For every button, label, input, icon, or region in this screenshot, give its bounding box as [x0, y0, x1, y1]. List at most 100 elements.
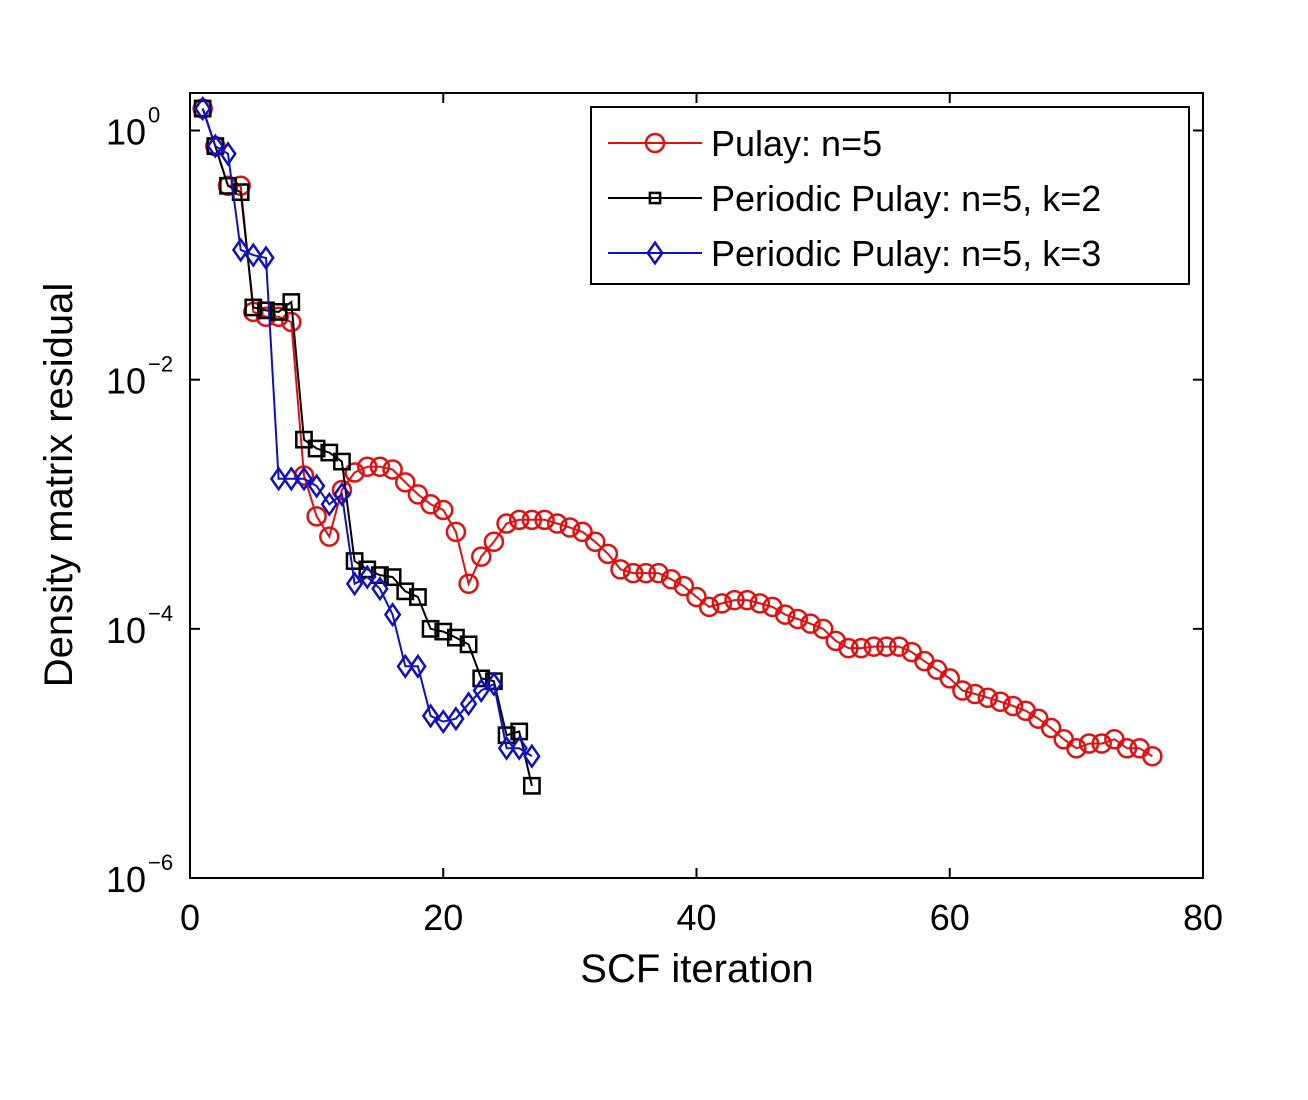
- series-1: [192, 98, 1163, 767]
- series-1-point: [306, 506, 327, 527]
- legend-entry-2: Periodic Pulay: n=5, k=2: [608, 178, 1101, 219]
- series-3: [193, 96, 541, 769]
- series-2-point: [307, 439, 326, 458]
- y-axis-title: Density matrix residual: [37, 283, 81, 688]
- series-2-point: [459, 635, 478, 654]
- series-1-point: [572, 521, 593, 543]
- series-2-point: [396, 582, 415, 601]
- series-1-point: [1078, 733, 1100, 754]
- series-3-point: [421, 703, 440, 729]
- series-3-point: [523, 743, 541, 769]
- series-1-point: [1066, 738, 1087, 759]
- series-1-point: [420, 494, 441, 515]
- series-1-point: [850, 637, 872, 659]
- series-3-point: [358, 564, 376, 590]
- y-tick-label-base: 10: [106, 112, 146, 153]
- y-tick-label-exponent: −6: [148, 850, 173, 875]
- series-3-point: [497, 735, 516, 761]
- series-1-point: [395, 472, 416, 493]
- legend-marker-2: [648, 191, 662, 205]
- series-3-point: [371, 576, 389, 602]
- series-2-point: [320, 443, 339, 462]
- y-tick-label-base: 10: [106, 859, 146, 900]
- series-3-point: [320, 491, 339, 517]
- series-3-point: [269, 466, 288, 492]
- series-3-point: [510, 735, 528, 761]
- x-tick-label: 80: [1183, 897, 1223, 938]
- series-3-point: [257, 245, 275, 271]
- x-tick-label: 0: [180, 897, 200, 938]
- series-1-point: [724, 589, 745, 611]
- series-1-point: [369, 456, 391, 477]
- series-1-point: [698, 596, 720, 618]
- series-2-point: [409, 588, 427, 606]
- series-3-point: [282, 466, 301, 492]
- series-2-point: [269, 302, 288, 321]
- series-2-point: [257, 301, 275, 320]
- series-3-point: [244, 242, 263, 268]
- series-3-point: [231, 237, 250, 263]
- y-tick-label-exponent: −4: [148, 601, 173, 626]
- series-2-point: [472, 669, 491, 688]
- series-2-point: [421, 619, 440, 638]
- series-3-point: [295, 466, 313, 492]
- series-1-point: [483, 531, 505, 553]
- series-1-point: [584, 531, 606, 553]
- series-1-point: [319, 526, 340, 547]
- series-2-point: [244, 298, 263, 317]
- series-1-point: [673, 575, 695, 597]
- series-1-line: [201, 108, 1153, 758]
- series-3-point: [459, 691, 478, 717]
- series-layer: [192, 96, 1163, 795]
- series-3-point: [485, 671, 503, 697]
- series-1-point: [521, 509, 543, 531]
- series-1-point: [217, 175, 239, 197]
- series-1-point: [711, 593, 733, 614]
- series-1-point: [382, 459, 403, 480]
- series-1-point: [686, 586, 707, 608]
- series-1-point: [863, 636, 885, 657]
- series-2-point: [282, 293, 301, 311]
- series-1-point: [281, 311, 302, 333]
- x-tick-label: 20: [423, 897, 463, 938]
- ticks-layer: [189, 93, 1204, 879]
- series-1-point: [470, 546, 492, 567]
- series-1-point: [812, 618, 834, 640]
- series-1-point: [964, 683, 986, 705]
- series-1-point: [1142, 745, 1163, 767]
- series-2-point: [434, 622, 453, 641]
- legend-entry-3: Periodic Pulay: n=5, k=3: [608, 233, 1101, 274]
- legend-label-3: Periodic Pulay: n=5, k=3: [711, 233, 1101, 274]
- series-1-point: [635, 562, 657, 584]
- series-1-point: [838, 637, 859, 659]
- series-1-point: [508, 509, 530, 531]
- series-1-point: [357, 456, 378, 477]
- series-1-point: [749, 593, 771, 614]
- series-3-point: [472, 677, 490, 704]
- series-1-point: [445, 521, 467, 543]
- series-3-point: [333, 481, 351, 507]
- series-2-point: [383, 568, 402, 587]
- series-1-point: [977, 687, 998, 708]
- series-1-point: [597, 543, 619, 565]
- series-1-point: [458, 573, 479, 595]
- x-tick-label: 60: [930, 897, 970, 938]
- series-3-point: [193, 96, 212, 122]
- y-tick-label-base: 10: [106, 361, 146, 402]
- series-1-point: [774, 604, 796, 625]
- series-1-point: [534, 509, 555, 531]
- series-1-point: [496, 513, 517, 534]
- series-1-point: [800, 613, 821, 634]
- series-1-point: [344, 462, 365, 483]
- series-1-point: [255, 306, 277, 327]
- series-3-point: [383, 602, 402, 628]
- series-1-point: [990, 691, 1011, 712]
- series-3-point: [219, 141, 237, 167]
- legend-entry-1: Pulay: n=5: [608, 123, 882, 164]
- series-1-point: [433, 499, 454, 521]
- series-1-point: [1040, 717, 1062, 739]
- series-3-point: [307, 473, 326, 499]
- legend-label-1: Pulay: n=5: [711, 123, 882, 164]
